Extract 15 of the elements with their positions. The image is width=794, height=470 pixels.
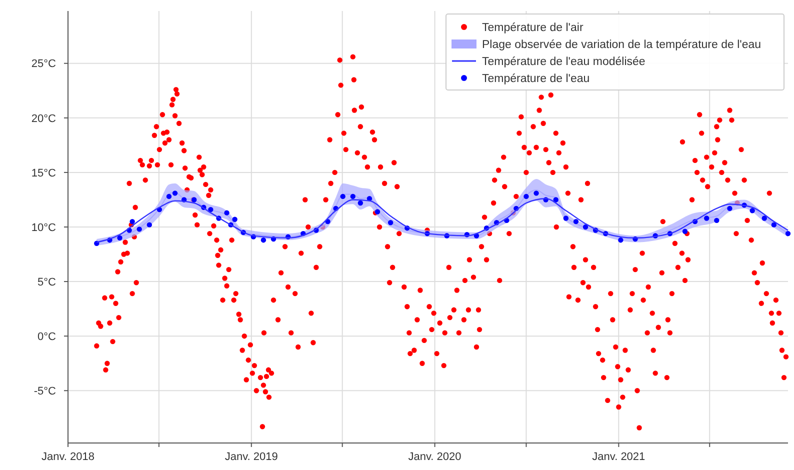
y-tick-label: 10°C (31, 222, 56, 234)
legend-label: Température de l'eau modélisée (482, 56, 646, 68)
legend-label: Plage observée de variation de la température de l'eau (482, 39, 762, 52)
y-tick-label: 20°C (31, 112, 56, 125)
y-tick-label: 0°C (38, 330, 56, 343)
y-tick-label: 15°C (31, 167, 56, 180)
x-tick-label: Janv. 2020 (408, 451, 462, 463)
x-tick-label: Janv. 2018 (41, 451, 95, 463)
x-tick-label: Janv. 2021 (592, 451, 646, 463)
y-tick-label: -5°C (34, 385, 56, 398)
y-tick-label: 25°C (31, 58, 56, 70)
y-tick-label: 5°C (38, 276, 56, 288)
x-tick-label: Janv. 2019 (224, 451, 278, 463)
legend-label: Température de l'air (482, 22, 584, 34)
legend-label: Température de l'eau (482, 73, 590, 86)
